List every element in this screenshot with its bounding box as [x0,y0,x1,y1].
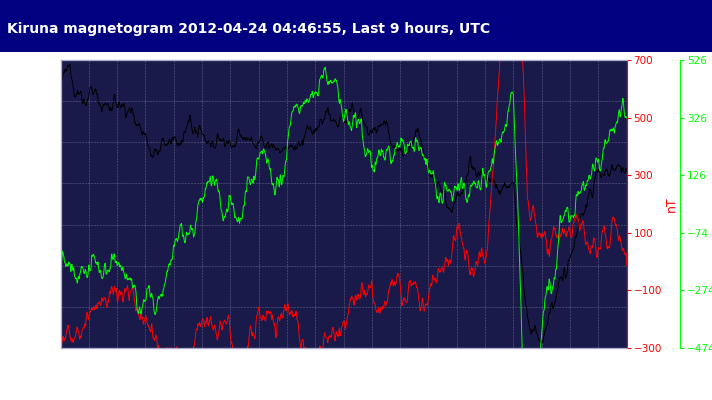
Line: Z: Z [61,67,627,389]
Z [177,221,186,226]
Z [268,182,276,187]
X [537,340,545,345]
Z [290,104,298,108]
Z [622,115,631,120]
Z [532,386,540,391]
X [268,145,277,150]
X [288,144,296,149]
Line: X: X [61,64,627,343]
Y [290,313,298,318]
Y [89,306,98,311]
Y [443,258,451,262]
Z [443,188,451,193]
Y [56,324,65,329]
Z [56,272,65,276]
Y [287,309,295,314]
Y-axis label: nT: nT [665,196,678,212]
Y [622,263,631,268]
Z [321,65,330,70]
X [56,86,65,91]
Line: Y: Y [61,0,627,387]
X [177,138,186,143]
Text: Kiruna magnetogram 2012-04-24 04:46:55, Last 9 hours, UTC: Kiruna magnetogram 2012-04-24 04:46:55, … [7,22,491,36]
X [622,169,631,174]
Y [310,385,319,390]
X [290,144,299,149]
Y [268,312,276,317]
Y-axis label: nT: nT [3,196,16,212]
Z [89,253,98,258]
X [443,206,451,210]
Z [287,112,295,117]
X [66,62,74,66]
Y [177,360,186,365]
X [89,92,98,97]
